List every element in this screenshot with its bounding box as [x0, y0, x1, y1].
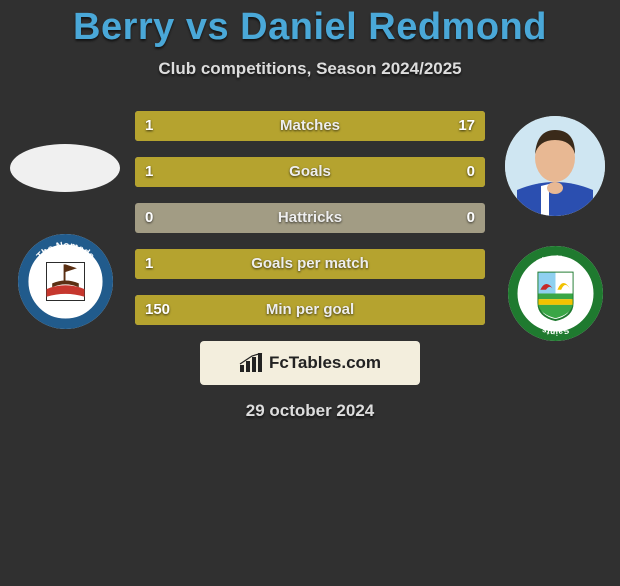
stat-row: 1 17 Matches: [135, 111, 485, 141]
stat-row: 1 Goals per match: [135, 249, 485, 279]
nomads-crest-icon: The Nomads: [18, 234, 113, 329]
stat-value-right: 17: [458, 111, 475, 141]
stat-value-right: 0: [467, 157, 475, 187]
player-right-avatar: [505, 116, 605, 216]
stat-label: Hattricks: [278, 203, 342, 233]
stat-value-left: 1: [145, 249, 153, 279]
player-right-crest: The New Saints: [508, 246, 603, 341]
stat-label: Goals: [289, 157, 331, 187]
stat-value-left: 1: [145, 157, 153, 187]
branding-box: FcTables.com: [200, 341, 420, 385]
stat-value-left: 1: [145, 111, 153, 141]
subtitle: Club competitions, Season 2024/2025: [0, 59, 620, 79]
new-saints-crest-icon: The New Saints: [508, 246, 603, 341]
stat-label: Matches: [280, 111, 340, 141]
stat-row: 1 0 Goals: [135, 157, 485, 187]
bar-chart-icon: [239, 353, 263, 373]
stat-value-left: 0: [145, 203, 153, 233]
player-left-column: The Nomads: [10, 116, 120, 329]
branding-text: FcTables.com: [269, 353, 381, 373]
page-title: Berry vs Daniel Redmond: [0, 6, 620, 49]
player-left-avatar: [10, 144, 120, 192]
player-left-crest: The Nomads: [18, 234, 113, 329]
date-text: 29 october 2024: [0, 401, 620, 421]
stat-label: Min per goal: [266, 295, 354, 325]
stat-bar-left: [135, 157, 405, 187]
stats-container: 1 17 Matches 1 0 Goals 0 0 Hattricks 1 Goals per m…: [135, 111, 485, 325]
stat-value-right: 0: [467, 203, 475, 233]
stat-label: Goals per match: [251, 249, 369, 279]
stat-row: 0 0 Hattricks: [135, 203, 485, 233]
stat-row: 150 Min per goal: [135, 295, 485, 325]
stat-value-left: 150: [145, 295, 170, 325]
player-right-column: The New Saints: [500, 116, 610, 341]
player-photo-icon: [505, 116, 605, 216]
